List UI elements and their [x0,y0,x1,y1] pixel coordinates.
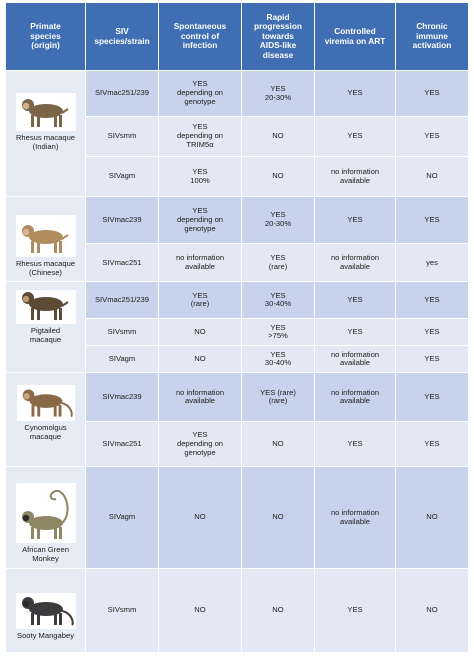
pigtailed-macaque-icon [15,290,76,325]
table-row: SIVmac251 no information available YES (rare… [6,243,469,283]
siv-strain-cell: SIVsmm [85,116,159,157]
chronic-activation-cell: YES [395,318,469,347]
table-row: African Green Monkey SIVagm NO NO no informat… [5,466,469,569]
header-row: Primate species (origin) SIV species/strain… [5,2,469,71]
spontaneous-control-cell: YES depending on genotype [158,421,242,468]
sooty-mangabey-icon [15,592,76,629]
spontaneous-control-cell: no information available [158,243,242,283]
species-cell: Pigtailed macaque [5,281,86,374]
cynomolgus-macaque-icon [16,385,75,422]
spontaneous-control-cell: YES depending on genotype [158,195,242,245]
chronic-activation-cell: YES [395,345,469,374]
siv-strain-cell: SIVmac251 [85,421,159,468]
spontaneous-control-cell: NO [158,567,242,653]
spontaneous-control-cell: YES (rare) [158,281,242,320]
chronic-activation-cell: YES [395,195,469,245]
rapid-progression-cell: YES 30-40% [241,345,315,374]
controlled-viremia-cell: no information available [314,466,396,569]
siv-strain-cell: SIVmac251 [85,243,159,283]
siv-strain-cell: SIVmac239 [85,195,159,245]
species-cell: African Green Monkey [5,466,86,569]
rapid-progression-cell: YES 20-30% [241,195,315,245]
species-cell: Cynomolgus macaque [5,372,86,468]
header-controlled-viremia: Controlled viremia on ART [314,2,396,71]
spontaneous-control-cell: NO [158,466,242,569]
table-row: Cynomolgus macaque SIVmac239 no information… [5,372,469,468]
siv-strain-cell: SIVagm [85,345,159,374]
siv-strain-cell: SIVsmm [85,318,159,347]
header-siv-strain: SIV species/strain [85,2,159,71]
species-label: Rhesus macaque (Chinese) [15,259,76,277]
header-primate-species: Primate species (origin) [5,2,86,71]
species-cell: Rhesus macaque (Chinese) [5,195,86,283]
header-rapid-progression: Rapid progression towards AIDS-like disease [241,2,315,71]
spontaneous-control-cell: NO [158,345,242,374]
species-label: Sooty Mangabey [17,630,74,640]
chronic-activation-cell: YES [395,116,469,157]
controlled-viremia-cell: YES [314,281,396,320]
rapid-progression-cell: NO [241,567,315,653]
chronic-activation-cell: NO [395,466,469,569]
species-label: Pigtailed macaque [29,326,62,345]
spontaneous-control-cell: YES depending on TRIM5α [158,116,242,157]
siv-strain-cell: SIVmac251/239 [85,70,159,117]
siv-strain-cell: SIVmac239 [85,372,159,423]
controlled-viremia-cell: no information available [314,372,396,423]
controlled-viremia-cell: no information available [314,243,396,283]
chronic-activation-cell: YES [395,281,469,320]
rapid-progression-cell: NO [241,421,315,468]
rapid-progression-cell: YES 20-30% [241,70,315,117]
rhesus-macaque-icon [15,215,76,257]
table-row: Rhesus macaque (Chinese) SIVmac239 YES depen… [5,195,469,283]
species-cell: Sooty Mangabey [5,567,86,653]
species-cell: Rhesus macaque (Indian) [5,70,86,197]
siv-strain-cell: SIVsmm [85,567,159,653]
header-chronic-activation: Chronic immune activation [395,2,469,71]
rapid-progression-cell: YES >75% [241,318,315,347]
african-green-monkey-icon [15,483,76,544]
spontaneous-control-cell: NO [158,318,242,347]
table-body: Rhesus macaque (Indian) SIVmac251/239 YES de… [5,70,469,653]
rapid-progression-cell: YES (rare) [241,243,315,283]
spontaneous-control-cell: no information available [158,372,242,423]
chronic-activation-cell: YES [395,372,469,423]
rapid-progression-cell: NO [241,156,315,197]
siv-strain-cell: SIVagm [85,156,159,197]
siv-strain-cell: SIVagm [85,466,159,569]
controlled-viremia-cell: YES [314,70,396,117]
chronic-activation-cell: YES [395,421,469,468]
spontaneous-control-cell: YES depending on genotype [158,70,242,117]
rapid-progression-cell: NO [241,466,315,569]
spontaneous-control-cell: YES 100% [158,156,242,197]
table-row: SIVsmm NO YES >75% YES YES [6,318,469,347]
siv-strain-cell: SIVmac251/239 [85,281,159,320]
table-row: Pigtailed macaque SIVmac251/239 YES (rare) YE… [5,281,469,374]
controlled-viremia-cell: no information available [314,345,396,374]
rapid-progression-cell: YES (rare) (rare) [241,372,315,423]
rapid-progression-cell: NO [241,116,315,157]
species-label: Rhesus macaque (Indian) [15,133,76,151]
table-row: Rhesus macaque (Indian) SIVmac251/239 YES de… [5,70,469,197]
species-label: Cynomolgus macaque [24,423,67,442]
controlled-viremia-cell: YES [314,318,396,347]
controlled-viremia-cell: YES [314,116,396,157]
species-label: African Green Monkey [22,545,69,564]
controlled-viremia-cell: YES [314,195,396,245]
controlled-viremia-cell: YES [314,567,396,653]
header-spontaneous-control: Spontaneous control of infection [158,2,242,71]
table-row: SIVagm NO YES 30-40% no information available… [6,345,469,374]
controlled-viremia-cell: no information available [314,156,396,197]
table-row: SIVsmm YES depending on TRIM5α NO YES YES [6,116,469,157]
chronic-activation-cell: NO [395,156,469,197]
controlled-viremia-cell: YES [314,421,396,468]
chronic-activation-cell: yes [395,243,469,283]
rhesus-macaque-icon [15,93,76,131]
rapid-progression-cell: YES 30-40% [241,281,315,320]
table-row: Sooty Mangabey SIVsmm NO NO YES NO [5,567,469,653]
siv-primate-comparison-table: Primate species (origin) SIV species/strain… [5,2,469,653]
chronic-activation-cell: NO [395,567,469,653]
chronic-activation-cell: YES [395,70,469,117]
